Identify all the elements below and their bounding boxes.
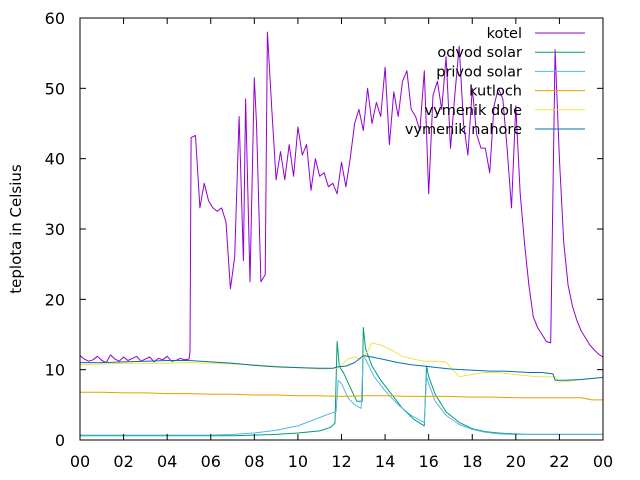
legend-label: kotel	[487, 26, 522, 42]
y-tick-label: 50	[45, 79, 65, 98]
legend-label: vymenik dole	[425, 103, 523, 119]
legend-label: vymenik nahore	[405, 122, 522, 138]
legend-label: privod solar	[436, 64, 522, 80]
series-line-kutloch	[80, 391, 603, 401]
legend: kotel odvod solar privod solar kutloch vymen…	[405, 26, 585, 138]
x-tick-label: 00	[593, 452, 613, 471]
series-line-kotel	[79, 31, 604, 364]
y-tick-label: 10	[45, 361, 65, 380]
y-tick-label: 0	[55, 431, 65, 450]
x-tick-label: 22	[549, 452, 569, 471]
y-tick-label: 30	[45, 220, 65, 239]
x-tick-label: 00	[70, 452, 90, 471]
x-tick-label: 16	[418, 452, 438, 471]
y-axis-label: teplota in Celsius	[7, 164, 25, 294]
x-tick-label: 14	[375, 452, 395, 471]
legend-label: kutloch	[469, 84, 522, 100]
series-layer	[79, 31, 604, 437]
x-tick-label: 10	[288, 452, 308, 471]
y-tick-label: 20	[45, 290, 65, 309]
y-tick-label: 60	[45, 9, 65, 28]
x-tick-label: 12	[331, 452, 351, 471]
x-tick-label: 02	[113, 452, 133, 471]
axis-ticks: 0 10 20 30 40 50 60 00 02 04 06 08 10 12 14 16 18 20 22 00	[45, 9, 614, 471]
series-line-privod-solar	[80, 355, 603, 436]
x-tick-label: 18	[462, 452, 482, 471]
x-tick-label: 06	[201, 452, 221, 471]
series-line-vymenik-nahore	[80, 355, 604, 381]
series-line-vymenik-dole	[79, 342, 604, 383]
series-line-odvod-solar	[80, 327, 603, 437]
y-tick-label: 40	[45, 150, 65, 169]
x-tick-label: 04	[157, 452, 177, 471]
x-tick-label: 08	[244, 452, 264, 471]
legend-label: odvod solar	[437, 45, 522, 61]
x-tick-label: 20	[506, 452, 526, 471]
